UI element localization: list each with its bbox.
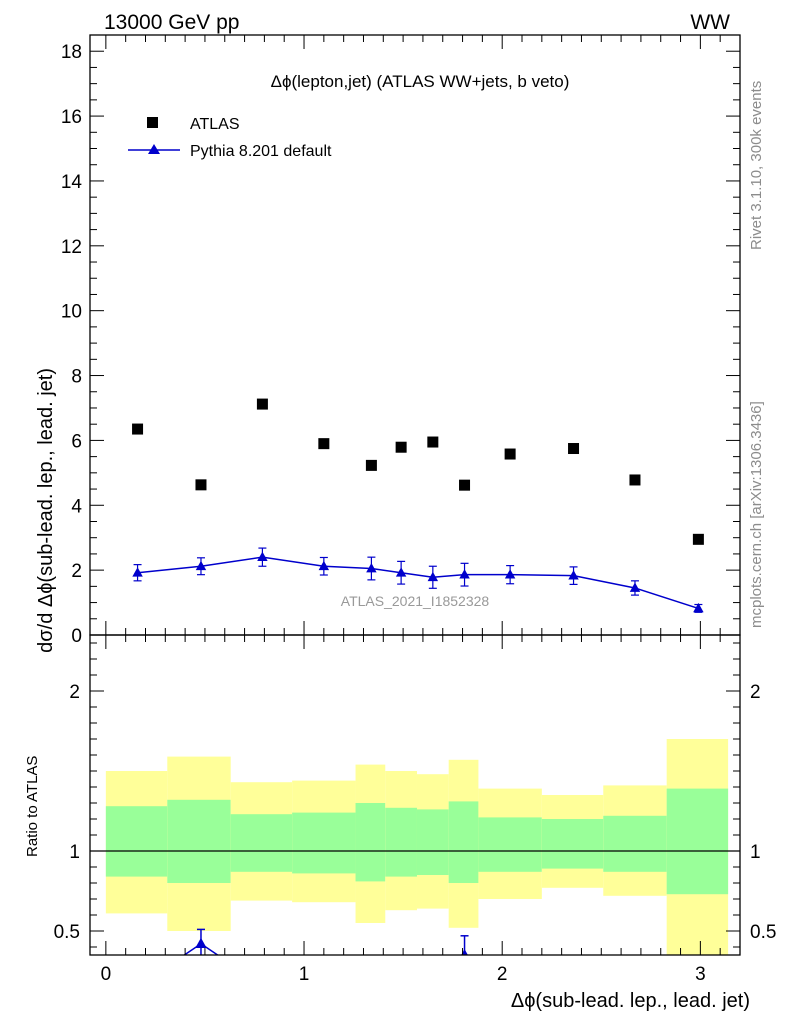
main-mc-point-8	[504, 569, 516, 579]
main-data-point-0	[132, 423, 144, 435]
main-mc-point-4	[366, 563, 377, 573]
ratio-band-inner-8	[478, 817, 542, 872]
main-plot-title: Δϕ(lepton,jet) (ATLAS WW+jets, b veto)	[271, 72, 570, 91]
main-mc-point-1	[195, 560, 207, 571]
header-process-name: WW	[690, 11, 730, 34]
rivet-label: Rivet 3.1.10, 300k events	[748, 81, 765, 250]
ratio-y-tick-label-right: 1	[750, 842, 761, 863]
main-data-point-2	[256, 398, 268, 410]
main-data-point-6	[427, 436, 439, 448]
main-mc-point-7	[459, 569, 470, 579]
main-y-axis-label: dσ/d Δϕ(sub-lead. lep., lead. jet)	[35, 368, 57, 653]
watermark-analysis: ATLAS_2021_I1852328	[341, 593, 490, 609]
x-tick-label: 2	[497, 964, 508, 985]
ratio-plot-frame	[89, 634, 741, 956]
ratio-band-inner-0	[105, 806, 168, 877]
ratio-band-inner-11	[666, 788, 729, 895]
ratio-band-inner-7	[448, 801, 479, 883]
mcplots-label: mcplots.cern.ch [arXiv:1306.3436]	[748, 401, 765, 628]
legend: ATLAS Pythia 8.201 default	[128, 116, 332, 160]
main-y-tick-label: 8	[71, 367, 82, 388]
main-data-point-9	[568, 443, 580, 455]
main-data-point-3	[318, 438, 330, 450]
main-data-point-1	[195, 479, 207, 491]
ratio-y-axis-label: Ratio to ATLAS	[24, 756, 41, 857]
main-data-point-4	[365, 459, 377, 471]
ratio-band-inner-5	[385, 807, 417, 877]
x-tick-label: 1	[299, 964, 310, 985]
ratio-band-inner-2	[230, 814, 293, 872]
main-mc-point-3	[318, 560, 330, 571]
ratio-y-tick-label: 2	[69, 682, 80, 703]
main-mc-point-6	[427, 571, 439, 582]
x-tick-label: 3	[695, 964, 706, 985]
ratio-band-inner-3	[292, 812, 356, 874]
x-axis-label: Δϕ(sub-lead. lep., lead. jet)	[511, 990, 750, 1012]
main-mc-series	[132, 547, 704, 613]
main-y-tick-label: 6	[71, 431, 82, 452]
ratio-y-tick-label: 0.5	[54, 922, 80, 943]
ratio-y-tick-label-right: 0.5	[750, 922, 776, 943]
ratio-band-inner-6	[416, 809, 449, 875]
ratio-uncertainty-bands	[105, 739, 729, 955]
legend-data-marker	[147, 117, 158, 128]
main-y-tick-label: 16	[61, 107, 82, 128]
legend-data-label: ATLAS	[190, 116, 240, 133]
main-mc-point-9	[568, 570, 579, 580]
main-y-tick-label: 12	[61, 237, 82, 258]
legend-mc-label: Pythia 8.201 default	[190, 143, 332, 160]
main-mc-point-5	[395, 567, 407, 577]
main-data-point-5	[395, 441, 407, 453]
main-mc-point-0	[132, 567, 143, 577]
main-data-point-10	[629, 474, 641, 486]
main-plot-frame	[89, 34, 741, 636]
ratio-band-inner-9	[541, 819, 604, 869]
main-data-point-7	[459, 479, 471, 491]
legend-mc-marker	[148, 144, 160, 154]
ratio-band-inner-10	[603, 815, 667, 872]
main-y-tick-label: 10	[61, 302, 82, 323]
ratio-y-tick-label: 1	[69, 842, 80, 863]
main-y-tick-label: 2	[71, 561, 82, 582]
x-tick-label: 0	[101, 964, 112, 985]
main-data-series	[132, 398, 704, 545]
main-mc-point-10	[629, 582, 641, 592]
main-mc-point-11	[693, 602, 704, 613]
main-y-tick-label: 18	[61, 42, 82, 63]
main-mc-point-2	[257, 551, 268, 562]
ratio-mc-point-1	[461, 949, 468, 955]
main-y-tick-label: 4	[71, 496, 82, 517]
main-data-point-8	[504, 448, 516, 460]
ratio-band-inner-1	[167, 799, 231, 883]
main-data-point-11	[692, 533, 704, 545]
main-mc-line	[137, 556, 699, 610]
main-y-tick-label: 14	[61, 172, 83, 193]
main-y-tick-label: 0	[71, 626, 82, 647]
ratio-band-inner-4	[355, 803, 386, 882]
header-process: 13000 GeV pp	[104, 11, 239, 34]
ratio-y-tick-label-right: 2	[750, 682, 761, 703]
